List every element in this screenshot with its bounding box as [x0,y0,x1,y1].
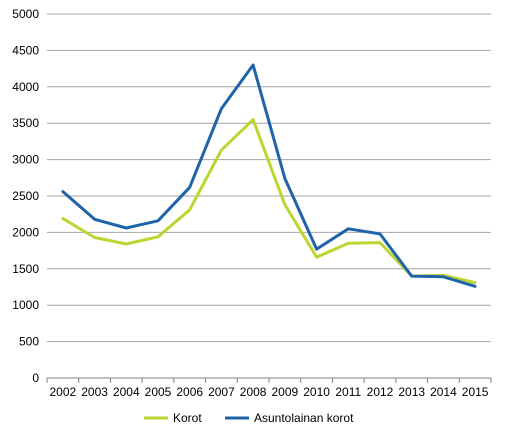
y-tick-label: 5000 [12,7,39,21]
x-tick-label: 2010 [303,385,330,399]
y-tick-label: 4000 [12,80,39,94]
series-lines [61,63,477,288]
x-tick-label: 2009 [272,385,299,399]
y-tick-label: 3000 [12,153,39,167]
y-tick-label: 1000 [12,298,39,312]
x-tick-label: 2012 [367,385,394,399]
x-tick-label: 2006 [176,385,203,399]
x-tick-label: 2005 [145,385,172,399]
y-tick-label: 1500 [12,262,39,276]
y-tick-label: 4500 [12,43,39,57]
y-tick-label: 0 [32,371,39,385]
legend: Korot Asuntolainan korot [144,411,354,425]
series-line-korot [61,118,477,285]
gridlines [47,13,491,343]
x-tick-label: 2003 [81,385,108,399]
x-tick-label: 2011 [335,385,361,399]
y-tick-label: 2000 [12,225,39,239]
x-tick-label: 2008 [240,385,267,399]
legend-label: Asuntolainan korot [254,411,354,425]
y-tick-label: 2500 [12,189,39,203]
x-tick-label: 2015 [462,385,489,399]
x-tick-label: 2013 [398,385,425,399]
x-tick-label: 2004 [113,385,140,399]
axes: 0 500 1000 1500 2000 2500 3000 3500 4000 4500 5000… [12,7,492,399]
series-line-asuntolainan-korot [61,63,477,288]
y-tick-label: 500 [19,335,39,349]
y-tick-label: 3500 [12,116,39,130]
x-tick-label: 2007 [208,385,235,399]
legend-label: Korot [173,411,202,425]
x-tick-label: 2002 [50,385,77,399]
x-tick-label: 2014 [430,385,457,399]
